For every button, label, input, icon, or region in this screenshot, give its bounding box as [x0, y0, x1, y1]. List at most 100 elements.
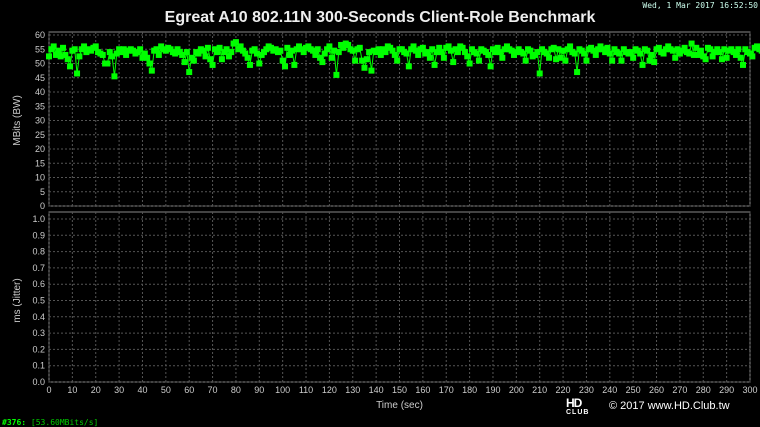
x-tick-label: 190 — [485, 385, 500, 395]
x-tick-label: 240 — [602, 385, 617, 395]
data-point — [394, 57, 401, 64]
data-point — [172, 50, 179, 57]
data-point — [756, 46, 760, 53]
data-point — [321, 50, 328, 57]
data-point — [237, 43, 244, 50]
data-point — [669, 47, 676, 54]
data-point — [410, 43, 417, 50]
x-tick-label: 90 — [254, 385, 264, 395]
data-point — [137, 46, 144, 53]
data-point — [67, 63, 74, 70]
data-point — [721, 46, 728, 53]
data-point — [466, 60, 473, 67]
data-point — [106, 49, 113, 56]
x-tick-label: 20 — [91, 385, 101, 395]
data-point — [508, 47, 515, 54]
data-point — [758, 47, 760, 54]
data-point — [256, 60, 263, 67]
y-tick-label: 1.0 — [32, 214, 45, 224]
y-tick-label: 0.5 — [32, 296, 45, 306]
data-point — [492, 49, 499, 56]
data-point — [627, 49, 634, 56]
x-tick-label: 170 — [439, 385, 454, 395]
data-point — [391, 51, 398, 58]
data-point — [300, 49, 307, 56]
data-point — [557, 54, 564, 61]
data-point — [204, 44, 211, 51]
x-tick-label: 300 — [742, 385, 757, 395]
data-point — [522, 57, 529, 64]
data-point — [377, 51, 384, 58]
data-point — [695, 51, 702, 58]
data-point — [375, 46, 382, 53]
data-point — [609, 57, 616, 64]
data-point — [405, 63, 412, 70]
data-point — [359, 57, 366, 64]
data-point — [153, 46, 160, 53]
data-point — [459, 44, 466, 51]
data-point — [81, 43, 88, 50]
data-point — [464, 53, 471, 60]
data-point — [574, 69, 581, 76]
data-point — [214, 49, 221, 56]
status-line: #376: [53.60MBits/s] — [2, 418, 98, 427]
x-tick-label: 160 — [415, 385, 430, 395]
x-tick-label: 100 — [275, 385, 290, 395]
data-point — [92, 43, 99, 50]
data-point — [651, 59, 658, 66]
data-point — [71, 46, 78, 53]
data-point — [581, 50, 588, 57]
data-point — [655, 44, 662, 51]
data-point — [209, 61, 216, 68]
data-point — [424, 49, 431, 56]
y-tick-label: 0.3 — [32, 328, 45, 338]
data-point — [289, 47, 296, 54]
data-point — [606, 50, 613, 57]
data-point — [242, 50, 249, 57]
data-point — [328, 54, 335, 61]
y-tick-label: 0.2 — [32, 344, 45, 354]
y-tick-label: 0.0 — [32, 377, 45, 387]
data-point — [723, 54, 730, 61]
data-point — [546, 54, 553, 61]
data-point — [716, 49, 723, 56]
y-tick-label: 10 — [35, 173, 45, 183]
data-point — [534, 49, 541, 56]
data-point — [46, 53, 52, 60]
x-tick-label: 110 — [299, 385, 313, 395]
data-point — [681, 44, 688, 51]
data-point — [543, 50, 550, 57]
data-point — [562, 57, 569, 64]
data-point — [697, 47, 704, 54]
data-point — [333, 71, 340, 78]
data-point — [60, 44, 67, 51]
data-point — [352, 57, 359, 64]
data-point — [228, 49, 235, 56]
x-tick-label: 250 — [626, 385, 641, 395]
data-point — [282, 63, 289, 70]
x-tick-label: 120 — [322, 385, 337, 395]
data-point — [707, 46, 714, 53]
data-point — [190, 57, 197, 64]
data-point — [447, 47, 454, 54]
y-tick-label: 40 — [35, 87, 45, 97]
data-point — [616, 50, 623, 57]
data-point — [76, 53, 83, 60]
data-point — [232, 39, 239, 46]
data-point — [436, 44, 443, 51]
data-point — [646, 57, 653, 64]
data-point — [450, 59, 457, 66]
data-point — [702, 56, 709, 63]
data-point — [382, 49, 389, 56]
data-point — [179, 51, 186, 58]
data-point — [461, 49, 468, 56]
data-point — [644, 47, 651, 54]
x-tick-label: 210 — [532, 385, 547, 395]
data-point — [223, 46, 230, 53]
data-point — [604, 44, 611, 51]
data-point — [64, 56, 71, 63]
data-point — [672, 54, 679, 61]
data-point — [426, 54, 433, 61]
y-tick-label: 0.8 — [32, 247, 45, 257]
